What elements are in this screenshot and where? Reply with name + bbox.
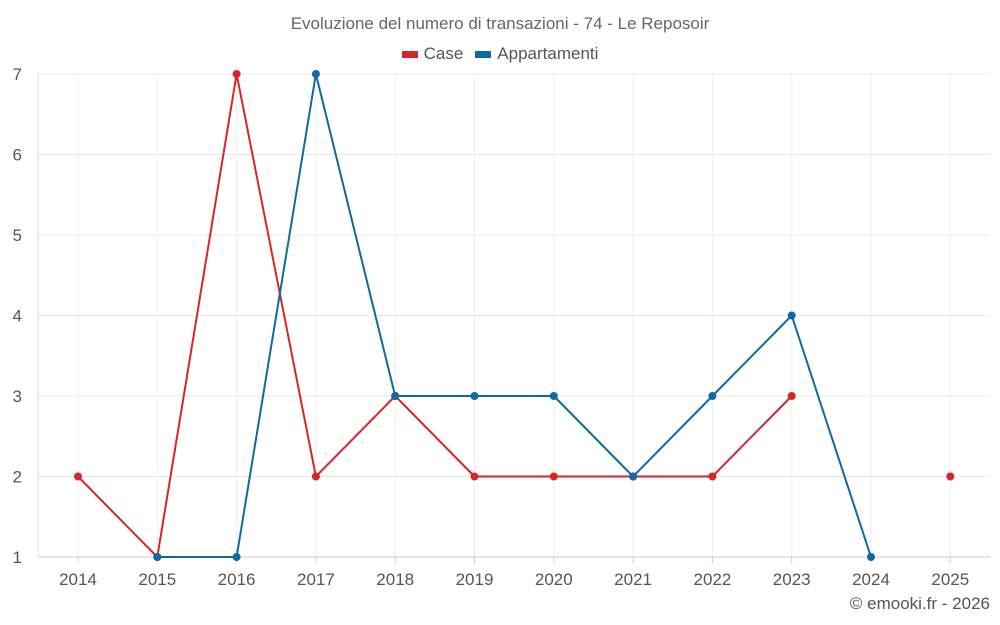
y-tick-label: 4: [13, 307, 22, 326]
data-point-appartamenti[interactable]: [311, 70, 320, 78]
data-point-appartamenti[interactable]: [708, 392, 717, 400]
y-tick-label: 5: [13, 226, 22, 245]
credit-text: © emooki.fr - 2026: [849, 594, 990, 613]
y-tick-label: 1: [13, 548, 22, 567]
data-point-appartamenti[interactable]: [470, 392, 479, 400]
x-tick-label: 2019: [456, 570, 494, 589]
data-point-appartamenti[interactable]: [867, 553, 875, 561]
legend-item-case[interactable]: Case: [401, 44, 464, 64]
data-point-case[interactable]: [74, 472, 82, 481]
data-point-case[interactable]: [232, 70, 241, 78]
y-tick-label: 2: [13, 468, 22, 487]
data-point-appartamenti[interactable]: [549, 392, 558, 400]
series-line-appartamenti: [157, 73, 872, 558]
x-tick-label: 2025: [931, 570, 969, 589]
legend-swatch-case: [401, 50, 418, 58]
x-tick-label: 2014: [59, 570, 97, 589]
legend-swatch-appartamenti: [475, 50, 492, 58]
data-point-appartamenti[interactable]: [629, 472, 638, 481]
legend-item-appartamenti[interactable]: Appartamenti: [475, 44, 598, 64]
data-point-case[interactable]: [470, 472, 479, 481]
y-tick-label: 3: [13, 387, 22, 406]
data-point-case[interactable]: [787, 392, 796, 400]
legend-label-appartamenti: Appartamenti: [497, 44, 599, 63]
chart-title: Evoluzione del numero di transazioni - 7…: [290, 14, 710, 33]
legend-label-case: Case: [423, 44, 464, 63]
x-tick-label: 2024: [852, 570, 890, 589]
y-tick-label: 7: [13, 65, 22, 84]
y-tick-label: 6: [13, 146, 22, 165]
data-point-case[interactable]: [708, 472, 717, 481]
x-tick-label: 2023: [773, 570, 811, 589]
data-point-appartamenti[interactable]: [153, 553, 162, 561]
data-point-case[interactable]: [946, 472, 955, 481]
data-point-case[interactable]: [311, 472, 320, 481]
x-tick-label: 2022: [693, 570, 731, 589]
x-tick-label: 2018: [376, 570, 414, 589]
series-line-case: [77, 73, 793, 558]
data-point-appartamenti[interactable]: [232, 553, 241, 561]
x-tick-label: 2021: [614, 570, 652, 589]
x-tick-label: 2016: [218, 570, 256, 589]
data-point-appartamenti[interactable]: [391, 392, 400, 400]
data-point-case[interactable]: [549, 472, 558, 481]
x-tick-label: 2020: [535, 570, 573, 589]
x-tick-label: 2015: [138, 570, 176, 589]
x-tick-label: 2017: [297, 570, 335, 589]
data-point-appartamenti[interactable]: [787, 311, 796, 320]
legend: Case Appartamenti: [0, 44, 1000, 64]
